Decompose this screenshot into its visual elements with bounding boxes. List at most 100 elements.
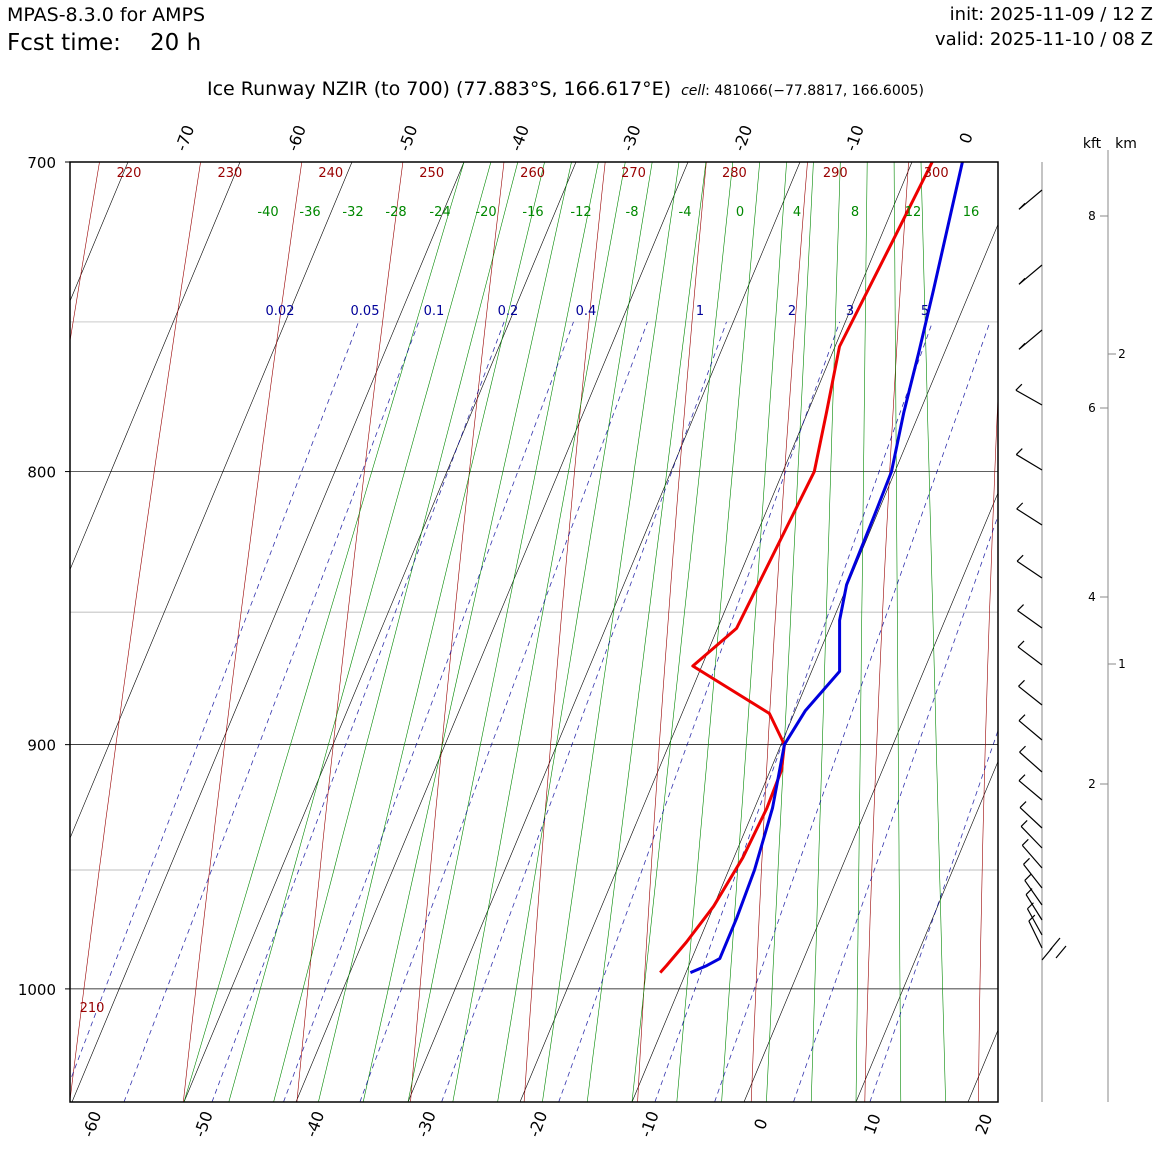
isotherm-line <box>1080 162 1160 1102</box>
mixing-ratio-line <box>558 321 841 1102</box>
plot-area <box>0 162 1160 1102</box>
mixing-ratio-label: 0.02 <box>266 304 295 319</box>
wind-barb <box>1018 189 1043 210</box>
moist-adiabat-line <box>893 162 902 1102</box>
moist-adiabat-label: -24 <box>429 205 450 220</box>
dry-adiabat-label: 210 <box>80 1001 105 1016</box>
moist-adiabat-line <box>228 162 492 1102</box>
moist-adiabat-line <box>542 162 680 1102</box>
isotherm-line <box>71 162 465 1102</box>
height-kft-tick-label: 4 <box>1088 590 1096 604</box>
moist-adiabat-label: -36 <box>299 205 320 220</box>
isotherm-line <box>295 162 689 1102</box>
height-axis-kft-title: kft <box>1083 136 1102 152</box>
temperature-bottom-tick-label: -50 <box>190 1109 217 1140</box>
cell-value: : 481066(−77.8817, 166.6005) <box>705 83 925 99</box>
dry-adiabat-label: 290 <box>823 166 848 181</box>
temperature-top-tick-label: -30 <box>618 123 645 154</box>
height-km-tick-label: 1 <box>1118 657 1126 671</box>
mixing-ratio-line <box>70 321 359 1083</box>
dry-adiabat-line <box>864 162 909 1102</box>
chart-title: Ice Runway NZIR (to 700) (77.883°S, 166.… <box>207 78 924 100</box>
wind-barb <box>1018 774 1043 801</box>
isotherm-line <box>70 162 129 302</box>
moist-adiabat-line <box>362 162 572 1102</box>
dry-adiabat-label: 260 <box>520 166 545 181</box>
dry-adiabat-line <box>70 162 100 343</box>
isotherm-line <box>967 1029 998 1102</box>
wind-barb <box>1024 874 1043 906</box>
mixing-ratio-line <box>714 321 991 1102</box>
dry-adiabat-line <box>637 162 707 1102</box>
temperature-bottom-tick-label: -20 <box>524 1109 551 1140</box>
isotherm-line <box>70 162 353 840</box>
wind-barb <box>1017 640 1043 666</box>
moist-adiabat-label: -4 <box>679 205 692 220</box>
moist-adiabat-line <box>183 162 465 1102</box>
dry-adiabat-line <box>750 162 808 1102</box>
moist-adiabat-label: -12 <box>570 205 591 220</box>
wind-barb <box>1019 745 1043 773</box>
mixing-ratio-line <box>359 321 648 1102</box>
wind-barb <box>1020 819 1043 849</box>
pressure-tick-label: 700 <box>27 154 56 172</box>
isotherm-line <box>70 162 241 571</box>
moist-adiabat-line <box>273 162 519 1102</box>
wind-barb <box>1015 383 1043 406</box>
wind-barb <box>1018 679 1043 706</box>
temperature-top-tick-label: -10 <box>841 123 868 154</box>
mixing-ratio-label: 1 <box>696 304 704 319</box>
cell-label: cell <box>681 83 706 99</box>
moist-adiabat-label: -20 <box>475 205 496 220</box>
isotherm-line <box>855 760 998 1102</box>
dry-adiabat-label: 280 <box>722 166 747 181</box>
moist-adiabat-line <box>586 162 707 1102</box>
wind-barb <box>1018 329 1043 350</box>
moist-adiabat-line <box>721 162 787 1102</box>
dry-adiabat-line <box>978 389 998 1102</box>
moist-adiabat-line <box>631 162 734 1102</box>
plot-frame <box>69 161 999 1103</box>
mixing-ratio-label: 0.05 <box>351 304 380 319</box>
wind-barb <box>1028 914 1043 949</box>
moist-adiabat-label: -28 <box>385 205 406 220</box>
mixing-ratio-line <box>441 321 727 1102</box>
wind-barb <box>1019 801 1043 829</box>
pressure-tick-label: 900 <box>27 737 56 755</box>
pressure-tick-label: 1000 <box>18 981 56 999</box>
wind-barb <box>1018 714 1043 741</box>
wind-barb <box>1017 604 1043 629</box>
mixing-ratio-line <box>793 514 998 1102</box>
temperature-top-tick-label: -40 <box>506 123 533 154</box>
forecast-time-value: 20 h <box>150 30 202 56</box>
init-time: init: 2025-11-09 / 12 Z <box>949 4 1153 25</box>
height-kft-tick-label: 6 <box>1088 401 1096 415</box>
temperature-top-tick-label: 0 <box>955 130 976 146</box>
moist-adiabat-label: 4 <box>793 205 801 220</box>
temperature-top-tick-label: -70 <box>171 123 198 154</box>
isotherm-line <box>0 162 16 1102</box>
temperature-top-tick-label: -20 <box>729 123 756 154</box>
valid-time: valid: 2025-11-10 / 08 Z <box>935 29 1153 50</box>
moist-adiabat-label: 8 <box>851 205 859 220</box>
cell-info: cell: 481066(−77.8817, 166.6005) <box>681 83 924 99</box>
temperature-bottom-tick-label: -10 <box>636 1109 663 1140</box>
temperature-top-tick-label: -60 <box>283 123 310 154</box>
moist-adiabat-line <box>920 162 946 1102</box>
wind-barb <box>1015 448 1043 471</box>
temperature-bottom-tick-label: 0 <box>750 1116 771 1132</box>
mixing-ratio-line <box>283 321 574 1102</box>
moist-adiabat-line <box>452 162 626 1102</box>
moist-adiabat-line <box>497 162 653 1102</box>
mixing-ratio-label: 5 <box>921 304 929 319</box>
dry-adiabat-label: 230 <box>217 166 242 181</box>
isotherm-line <box>743 492 998 1102</box>
wind-barb <box>1023 857 1043 889</box>
dry-adiabat-line <box>523 162 606 1102</box>
mixing-ratio-label: 0.1 <box>424 304 445 319</box>
pressure-tick-label: 800 <box>27 464 56 482</box>
moist-adiabat-label: -40 <box>257 205 278 220</box>
wind-barb <box>1049 937 1061 951</box>
mixing-ratio-line <box>123 321 420 1102</box>
